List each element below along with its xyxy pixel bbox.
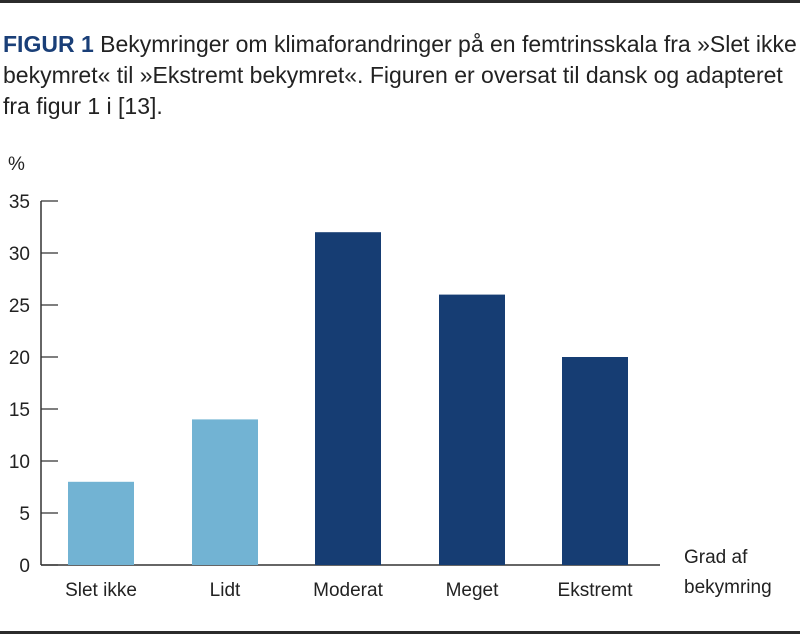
top-rule <box>0 0 800 3</box>
y-tick-label: 5 <box>19 504 30 525</box>
y-tick-label: 10 <box>9 452 30 473</box>
x-tick-label: Slet ikke <box>65 580 137 601</box>
x-axis-label-line1: Grad af <box>684 547 748 568</box>
bar-ekstremt <box>562 357 628 565</box>
y-tick-label: 20 <box>9 348 30 369</box>
caption-text: Bekymringer om klimaforandringer på en f… <box>3 31 797 119</box>
x-tick-label: Lidt <box>210 580 241 601</box>
x-tick-label: Meget <box>446 580 500 601</box>
y-tick-label: 30 <box>9 244 30 265</box>
x-tick-label: Ekstremt <box>558 580 634 601</box>
y-tick-label: 25 <box>9 296 30 317</box>
figure-caption: FIGUR 1 Bekymringer om klimaforandringer… <box>3 29 798 122</box>
y-tick-label: 35 <box>9 192 30 213</box>
figure-label: FIGUR 1 <box>3 31 94 57</box>
x-axis-label-line2: bekymring <box>684 577 772 598</box>
y-tick-label: 15 <box>9 400 30 421</box>
x-tick-label: Moderat <box>313 580 383 601</box>
y-axis-label: % <box>8 154 25 175</box>
bar-meget <box>439 294 505 565</box>
bottom-rule <box>0 631 800 634</box>
bar-moderat <box>315 232 381 565</box>
y-tick-label: 0 <box>19 556 30 577</box>
bar-slet-ikke <box>68 481 134 565</box>
bar-lidt <box>192 419 258 565</box>
